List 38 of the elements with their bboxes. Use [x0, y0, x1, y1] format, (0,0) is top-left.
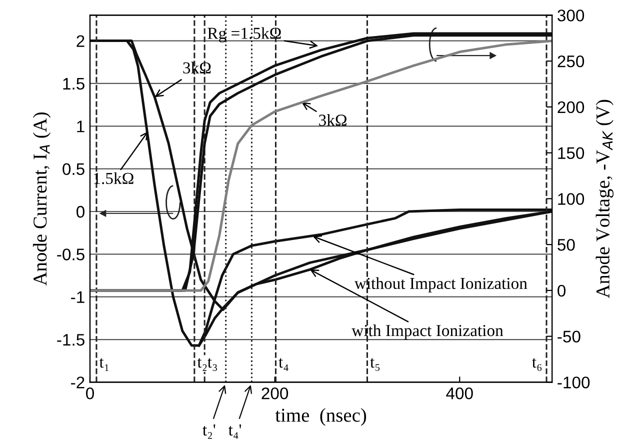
- y2-tick-label: 150: [558, 147, 584, 160]
- y2-tick-label: 250: [558, 55, 584, 68]
- annotation: Rg =1.5kΩ: [208, 27, 281, 42]
- annotation: 3kΩ: [183, 62, 211, 74]
- y2-tick-label: 50: [558, 238, 575, 251]
- ref-line-label: t₂': [202, 424, 216, 439]
- y-tick-label: -1.5: [57, 334, 84, 346]
- annotation: 1.5kΩ: [94, 172, 134, 184]
- y2-tick-label: 0: [558, 284, 566, 297]
- x-tick-label: 400: [446, 387, 473, 400]
- y-tick-label: 0.5: [62, 163, 84, 176]
- y-tick-label: 2: [76, 35, 84, 47]
- ref-line-label: t₂: [197, 358, 207, 371]
- y-axis-title: Anode Current, I$_{A}$ (A): [32, 112, 51, 286]
- y2-tick-label: -100: [558, 376, 590, 388]
- x-tick-label: 0: [86, 387, 94, 400]
- ref-line-label: t₃: [208, 358, 217, 371]
- annotation: 3kΩ: [319, 114, 346, 126]
- y2-tick-label: 200: [558, 101, 584, 114]
- y-tick-label: -2: [71, 376, 84, 388]
- x-axis-title: time (nsec): [275, 408, 366, 426]
- y2-tick-label: -50: [558, 330, 580, 343]
- y-tick-label: -0.5: [57, 248, 84, 260]
- y2-axis-title: Anode Voltage, -V$_{AK}$ (V): [596, 100, 614, 298]
- annotation: without Impact Ionization: [354, 277, 528, 292]
- y2-tick-label: 100: [558, 193, 584, 205]
- y-tick-label: 1: [77, 120, 84, 132]
- ref-line-label: t₅: [370, 358, 380, 371]
- x-tick-label: 200: [262, 387, 288, 400]
- y-tick-label: -1: [71, 291, 84, 303]
- y-tick-label: 1.5: [63, 78, 84, 90]
- ref-line-label: t₁: [99, 358, 109, 371]
- ref-line-label: t₄': [228, 424, 242, 439]
- y2-tick-label: 300: [558, 10, 584, 22]
- ref-line-label: t₄: [278, 358, 288, 371]
- ref-line-label: t₆: [532, 358, 542, 371]
- y-tick-label: 0: [76, 206, 84, 218]
- annotation: with Impact Ionization: [352, 324, 504, 340]
